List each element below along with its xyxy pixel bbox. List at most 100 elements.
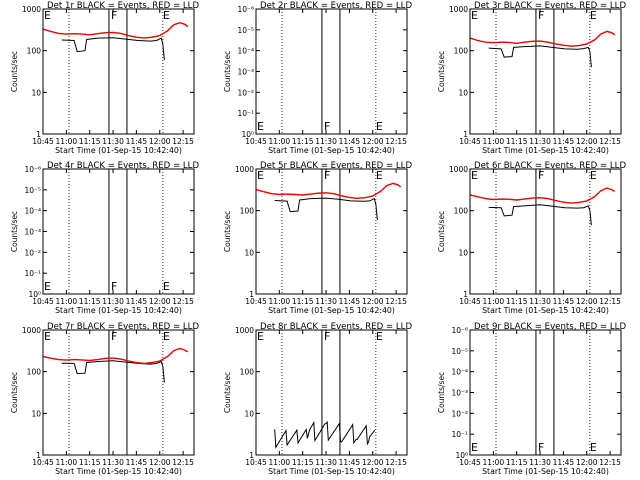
marker-label-e: E xyxy=(471,441,478,454)
y-tick-label: 1000 xyxy=(449,165,468,174)
y-tick-label: 10⁻⁴ xyxy=(451,368,468,377)
panel-title: Det 9r BLACK = Events, RED = LLD xyxy=(474,322,626,332)
x-tick-label: 11:15 xyxy=(79,458,101,467)
y-tick-label: 1000 xyxy=(22,326,41,335)
panel-title: Det 5r BLACK = Events, RED = LLD xyxy=(260,161,412,171)
marker-label-e: E xyxy=(590,441,597,454)
marker-label-e: E xyxy=(376,169,383,182)
y-tick-label: 10⁰ xyxy=(241,130,254,139)
marker-label-f: F xyxy=(111,9,117,22)
x-tick-label: 10:45 xyxy=(459,137,481,146)
x-tick-label: 11:00 xyxy=(56,137,78,146)
x-tick-label: 11:00 xyxy=(483,458,505,467)
y-tick-label: 10⁰ xyxy=(455,451,468,460)
x-tick-label: 10:45 xyxy=(32,458,54,467)
x-tick-label: 12:15 xyxy=(172,137,194,146)
marker-label-f: F xyxy=(538,9,544,22)
y-axis-label: Counts/sec xyxy=(437,51,446,92)
y-tick-label: 10⁻⁵ xyxy=(237,26,254,35)
y-axis-label: Counts/sec xyxy=(10,51,19,92)
x-tick-label: 11:15 xyxy=(292,137,314,146)
x-tick-label: 11:45 xyxy=(553,137,575,146)
x-axis-label: Start Time (01-Sep-15 10:42:40) xyxy=(55,467,182,476)
x-tick-label: 12:00 xyxy=(149,137,171,146)
y-tick-label: 1 xyxy=(36,130,41,139)
x-tick-label: 12:00 xyxy=(149,297,171,306)
series-lld xyxy=(42,347,189,365)
y-axis-label: Counts/sec xyxy=(437,372,446,413)
marker-label-e: E xyxy=(376,330,383,343)
x-tick-label: 10:45 xyxy=(459,458,481,467)
marker-label-f: F xyxy=(111,330,117,343)
marker-label-e: E xyxy=(590,169,597,182)
y-tick-label: 100 xyxy=(454,47,469,56)
x-tick-label: 11:15 xyxy=(506,458,528,467)
plot-frame xyxy=(469,329,622,456)
y-tick-label: 1000 xyxy=(235,165,254,174)
x-tick-label: 11:30 xyxy=(102,297,124,306)
series-events xyxy=(61,360,165,383)
y-axis-label: Counts/sec xyxy=(223,211,232,252)
series-lld xyxy=(255,182,402,200)
y-axis-label: Counts/sec xyxy=(10,211,19,252)
marker-label-e: E xyxy=(590,9,597,22)
x-tick-label: 11:00 xyxy=(483,137,505,146)
y-tick-label: 10⁻⁵ xyxy=(24,186,41,195)
y-axis-label: Counts/sec xyxy=(223,51,232,92)
x-tick-label: 12:00 xyxy=(576,297,598,306)
marker-label-e: E xyxy=(163,330,170,343)
marker-label-e: E xyxy=(471,169,478,182)
x-tick-label: 11:30 xyxy=(315,137,337,146)
marker-label-f: F xyxy=(324,330,330,343)
panel-title: Det 6r BLACK = Events, RED = LLD xyxy=(474,161,626,171)
x-tick-label: 11:15 xyxy=(292,458,314,467)
y-tick-label: 1 xyxy=(249,290,254,299)
marker-label-f: F xyxy=(538,169,544,182)
x-tick-label: 12:00 xyxy=(576,458,598,467)
x-tick-label: 11:30 xyxy=(529,458,551,467)
x-tick-label: 11:30 xyxy=(315,297,337,306)
x-tick-label: 11:30 xyxy=(315,458,337,467)
x-tick-label: 12:15 xyxy=(599,137,621,146)
series-events xyxy=(61,37,165,60)
panel-title: Det 3r BLACK = Events, RED = LLD xyxy=(474,1,626,11)
x-tick-label: 11:45 xyxy=(553,297,575,306)
marker-label-e: E xyxy=(257,330,264,343)
x-tick-label: 12:15 xyxy=(385,297,407,306)
y-tick-label: 1 xyxy=(36,451,41,460)
y-tick-label: 10⁻⁶ xyxy=(24,165,41,174)
marker-label-f: F xyxy=(538,441,544,454)
y-tick-label: 1000 xyxy=(22,5,41,14)
x-tick-label: 12:15 xyxy=(385,458,407,467)
x-axis-label: Start Time (01-Sep-15 10:42:40) xyxy=(268,146,395,155)
y-tick-label: 10 xyxy=(458,248,468,257)
x-tick-label: 11:30 xyxy=(102,458,124,467)
y-axis-label: Counts/sec xyxy=(223,372,232,413)
x-tick-label: 11:15 xyxy=(506,137,528,146)
plot-frame xyxy=(255,329,408,456)
plot-frame xyxy=(255,168,408,295)
y-tick-label: 10 xyxy=(244,248,254,257)
marker-label-f: F xyxy=(111,280,117,293)
y-tick-label: 10⁻² xyxy=(451,409,468,418)
y-tick-label: 10⁻³ xyxy=(451,389,468,398)
panel-title: Det 2r BLACK = Events, RED = LLD xyxy=(260,1,412,11)
y-tick-label: 1 xyxy=(249,451,254,460)
x-tick-label: 12:15 xyxy=(599,458,621,467)
series-events xyxy=(274,197,378,220)
marker-label-e: E xyxy=(163,9,170,22)
x-tick-label: 11:00 xyxy=(56,458,78,467)
y-tick-label: 10⁻⁶ xyxy=(451,326,468,335)
marker-label-f: F xyxy=(324,120,330,133)
x-tick-label: 12:15 xyxy=(385,137,407,146)
y-tick-label: 10⁻¹ xyxy=(24,269,41,278)
y-tick-label: 10⁻⁶ xyxy=(237,5,254,14)
marker-label-e: E xyxy=(44,330,51,343)
x-axis-label: Start Time (01-Sep-15 10:42:40) xyxy=(482,306,609,315)
